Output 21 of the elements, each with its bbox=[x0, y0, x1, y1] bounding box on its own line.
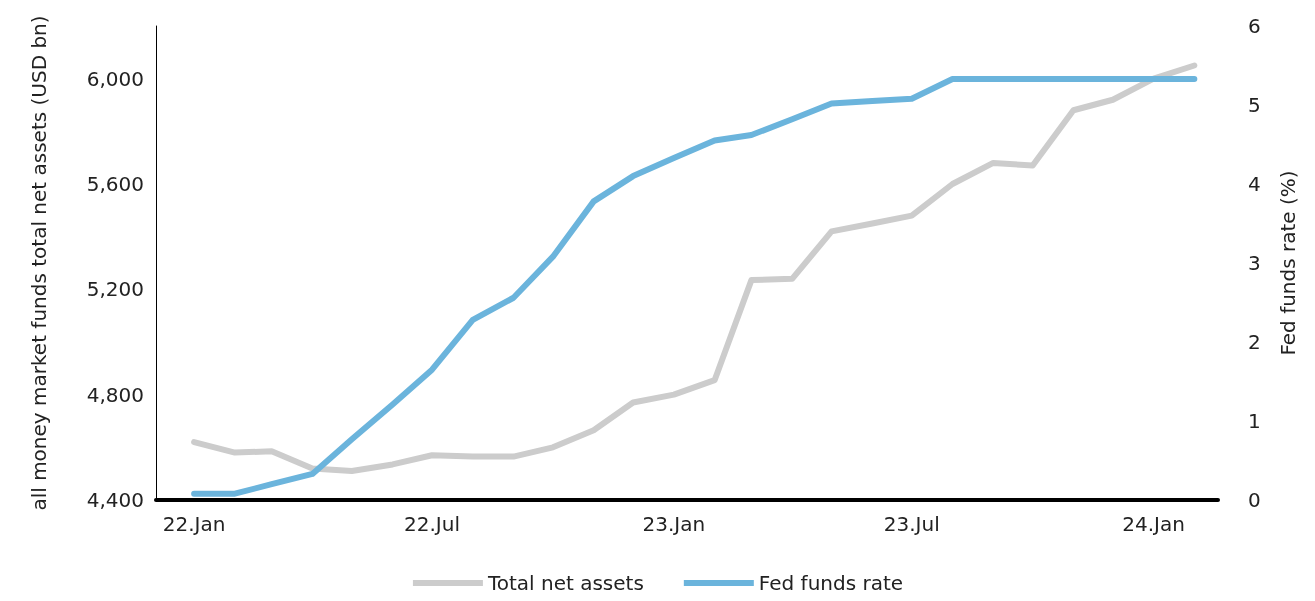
x-tick-label: 23.Jan bbox=[642, 512, 706, 536]
legend-label: Total net assets bbox=[486, 571, 644, 595]
x-tick-label: 22.Jan bbox=[162, 512, 226, 536]
y2-axis-title: Fed funds rate (%) bbox=[1276, 170, 1300, 356]
y2-tick-label: 0 bbox=[1248, 488, 1261, 512]
y2-tick-label: 1 bbox=[1248, 409, 1261, 433]
y-tick-label: 6,000 bbox=[86, 66, 144, 91]
y-tick-label: 5,600 bbox=[86, 172, 144, 196]
y2-tick-label: 2 bbox=[1248, 330, 1261, 354]
y2-tick-label: 4 bbox=[1248, 172, 1261, 196]
x-tick-label: 23.Jul bbox=[883, 512, 940, 536]
y2-tick-label: 3 bbox=[1248, 251, 1261, 275]
y-tick-label: 5,200 bbox=[86, 277, 144, 302]
legend-label: Fed funds rate bbox=[758, 571, 904, 595]
y-axis-title: all money market funds total net assets (USD bn) bbox=[27, 15, 51, 511]
y-tick-label: 4,400 bbox=[86, 488, 144, 512]
y2-tick-label: 6 bbox=[1248, 14, 1261, 38]
y-tick-label: 4,800 bbox=[86, 382, 144, 407]
x-tick-label: 24.Jan bbox=[1122, 512, 1185, 536]
y2-tick-label: 5 bbox=[1248, 93, 1261, 117]
x-tick-label: 22.Jul bbox=[404, 512, 460, 536]
